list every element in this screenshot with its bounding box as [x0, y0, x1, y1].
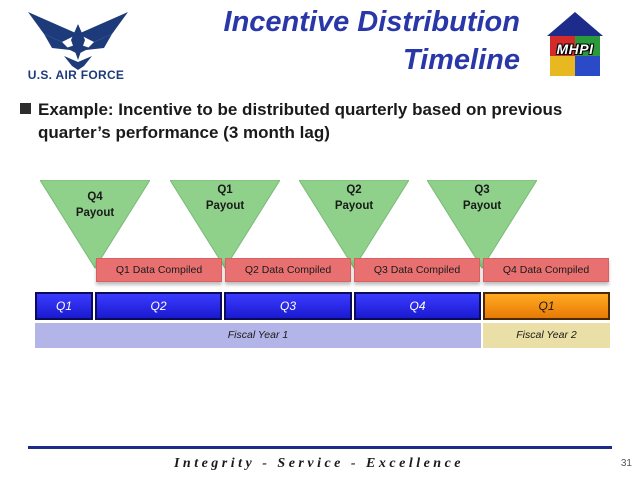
payout-triangle-q2: [299, 180, 409, 269]
mhpi-house-logo: [547, 12, 603, 76]
footer-divider: [28, 446, 612, 449]
quarter-bar-q1-fy2: Q1: [483, 292, 610, 320]
quarter-bar-q1-fy1: Q1: [35, 292, 93, 320]
air-force-logo: [28, 12, 128, 70]
payout-label-q3: Q3 Payout: [462, 184, 502, 212]
data-compiled-q4: Q4 Data Compiled: [483, 258, 609, 282]
payout-triangle-q3: [427, 180, 537, 269]
footer-motto: Integrity - Service - Excellence: [173, 456, 465, 471]
page-number: 31: [620, 458, 632, 469]
quarter-bar-q4: Q4: [354, 292, 481, 320]
payout-label-q1: Q1 Payout: [205, 184, 245, 212]
bullet-text: Example: Incentive to be distributed qua…: [38, 100, 563, 142]
title-line-2: Timeline: [402, 44, 520, 76]
quarter-bar-q2: Q2: [95, 292, 222, 320]
bullet-marker: [20, 103, 31, 114]
data-compiled-q1: Q1 Data Compiled: [96, 258, 222, 282]
payout-label-q2: Q2 Payout: [334, 184, 374, 212]
mhpi-badge-text: MHPI: [556, 41, 594, 57]
quarter-bar-q3: Q3: [224, 292, 352, 320]
page-title: Incentive Distribution Timeline: [150, 3, 520, 79]
payout-triangle-q1: [170, 180, 280, 269]
air-force-wordmark: U.S. AIR FORCE: [27, 68, 125, 82]
data-compiled-q3: Q3 Data Compiled: [354, 258, 480, 282]
fiscal-year-2-band: Fiscal Year 2: [483, 323, 610, 348]
payout-label-q4: Q4 Payout: [75, 191, 115, 219]
data-compiled-q2: Q2 Data Compiled: [225, 258, 351, 282]
fiscal-year-1-band: Fiscal Year 1: [35, 323, 481, 348]
payout-triangle-q4: [40, 180, 150, 269]
title-line-1: Incentive Distribution: [223, 6, 520, 38]
